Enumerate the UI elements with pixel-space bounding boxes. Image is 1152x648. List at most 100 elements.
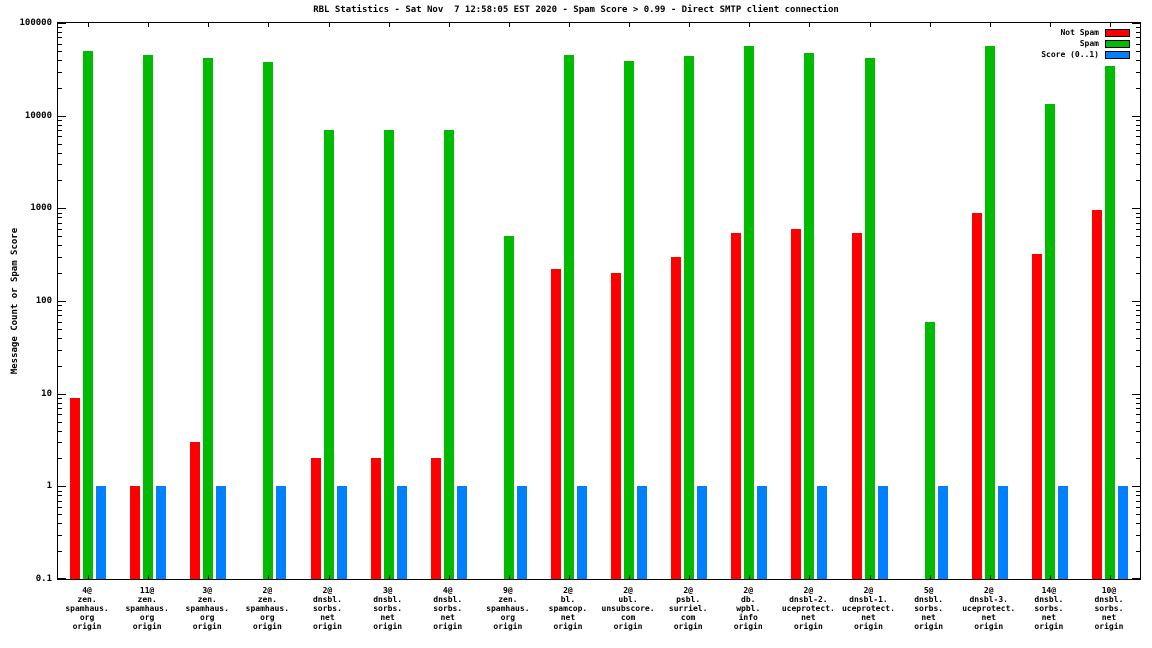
y-axis-tick-label: 10 bbox=[41, 388, 52, 399]
y-axis-tick-label: 0.1 bbox=[35, 574, 52, 584]
y-minor-tick bbox=[58, 397, 62, 399]
bar-spam bbox=[624, 60, 635, 579]
x-axis-category-label: 2@ bl. spamcop. net origin bbox=[538, 586, 598, 631]
x-axis-label-line: 2@ bbox=[563, 586, 573, 595]
y-minor-tick bbox=[58, 490, 62, 492]
x-tick bbox=[809, 575, 811, 579]
x-axis-label-line: origin bbox=[673, 622, 703, 631]
x-tick bbox=[929, 23, 931, 27]
y-minor-tick bbox=[1136, 365, 1140, 367]
x-axis-label-line: uceprotect. bbox=[781, 604, 835, 613]
y-minor-tick bbox=[58, 421, 62, 423]
x-axis-label-line: origin bbox=[553, 622, 583, 631]
x-tick bbox=[88, 23, 90, 27]
x-tick bbox=[508, 575, 510, 579]
bar-not-spam bbox=[851, 233, 862, 579]
y-minor-tick bbox=[1136, 458, 1140, 460]
x-axis-label-line: spamcop. bbox=[548, 604, 588, 613]
x-axis-label-line: 9@ bbox=[503, 586, 513, 595]
bar-score-0-1 bbox=[697, 486, 708, 579]
x-tick bbox=[1109, 575, 1111, 579]
y-minor-tick bbox=[1136, 408, 1140, 409]
x-axis-label-line: unsubscore. bbox=[601, 604, 655, 613]
y-minor-tick bbox=[1136, 534, 1140, 536]
x-axis-label-line: uceprotect. bbox=[841, 604, 895, 613]
x-axis-label-line: org bbox=[500, 613, 516, 622]
y-minor-tick bbox=[1136, 71, 1140, 73]
y-minor-tick bbox=[58, 130, 62, 131]
y-minor-tick bbox=[58, 164, 62, 166]
y-major-tick bbox=[58, 23, 66, 24]
x-tick bbox=[629, 23, 631, 27]
bar-not-spam bbox=[1031, 254, 1042, 579]
bar-not-spam bbox=[1091, 210, 1102, 579]
y-minor-tick bbox=[1136, 27, 1140, 29]
x-tick bbox=[1109, 23, 1111, 27]
x-axis-label-line: dnsbl. bbox=[1094, 595, 1124, 604]
y-minor-tick bbox=[1136, 397, 1140, 399]
y-minor-tick bbox=[1136, 32, 1140, 33]
x-tick bbox=[328, 23, 330, 27]
y-minor-tick bbox=[1136, 164, 1140, 166]
x-axis-label-line: sorbs. bbox=[373, 604, 403, 613]
y-minor-tick bbox=[1136, 315, 1140, 317]
x-axis-label-line: dnsbl. bbox=[373, 595, 403, 604]
y-major-tick bbox=[1132, 23, 1140, 24]
x-axis-category-label: 14@ dnsbl. sorbs. net origin bbox=[1019, 586, 1079, 631]
y-minor-tick bbox=[1136, 124, 1140, 126]
x-axis-label-line: org bbox=[260, 613, 275, 622]
x-axis-category-label: 2@ dnsbl. sorbs. net origin bbox=[297, 586, 357, 631]
x-axis-label-line: uceprotect. bbox=[962, 604, 1016, 613]
x-tick bbox=[448, 23, 450, 27]
x-axis-label-line: origin bbox=[373, 622, 403, 631]
x-axis-label-line: 2@ bbox=[322, 586, 333, 595]
x-tick bbox=[328, 575, 330, 579]
x-axis-label-line: 5@ bbox=[923, 586, 934, 595]
legend-swatch bbox=[1105, 50, 1130, 59]
bar-spam bbox=[744, 45, 755, 579]
bar-spam bbox=[383, 130, 394, 579]
x-axis-label-line: origin bbox=[974, 622, 1004, 631]
y-minor-tick bbox=[58, 87, 62, 89]
x-tick bbox=[148, 575, 150, 579]
y-minor-tick bbox=[58, 222, 62, 224]
y-minor-tick bbox=[1136, 523, 1140, 525]
x-tick bbox=[989, 23, 991, 27]
y-minor-tick bbox=[1136, 180, 1140, 182]
y-minor-tick bbox=[1136, 222, 1140, 224]
y-minor-tick bbox=[1136, 495, 1140, 497]
y-minor-tick bbox=[1136, 349, 1140, 351]
x-axis-label-line: dnsbl. bbox=[433, 595, 463, 604]
y-minor-tick bbox=[58, 506, 62, 508]
x-axis-label-line: origin bbox=[853, 622, 883, 631]
legend-item: Score (0..1) bbox=[1041, 49, 1130, 60]
x-tick bbox=[989, 575, 991, 579]
bar-score-0-1 bbox=[336, 486, 347, 579]
y-minor-tick bbox=[58, 500, 62, 502]
y-minor-tick bbox=[1136, 273, 1140, 275]
bar-not-spam bbox=[130, 486, 141, 579]
y-axis-tick-label: 100000 bbox=[19, 18, 52, 28]
x-axis-label-line: spamhaus. bbox=[65, 604, 109, 613]
bar-not-spam bbox=[731, 233, 742, 579]
x-axis-label-line: org bbox=[79, 613, 95, 622]
chart-title: RBL Statistics - Sat Nov 7 12:58:05 EST … bbox=[313, 5, 839, 15]
y-minor-tick bbox=[1136, 245, 1140, 247]
y-minor-tick bbox=[58, 273, 62, 275]
y-major-tick bbox=[1132, 393, 1140, 395]
x-tick bbox=[749, 575, 751, 579]
bar-spam bbox=[924, 321, 935, 579]
x-axis-label-line: 4@ bbox=[442, 586, 453, 595]
bar-spam bbox=[1104, 66, 1115, 579]
x-axis-label-line: org bbox=[139, 613, 155, 622]
y-major-tick bbox=[58, 208, 66, 210]
x-axis-category-label: 2@ psbl. surriel. com origin bbox=[658, 586, 718, 631]
y-axis-tick-label: 1 bbox=[46, 481, 52, 492]
bar-score-0-1 bbox=[276, 486, 287, 579]
y-minor-tick bbox=[58, 534, 62, 536]
y-minor-tick bbox=[1136, 50, 1140, 52]
x-axis-label-line: origin bbox=[914, 622, 944, 631]
bar-score-0-1 bbox=[997, 486, 1008, 579]
x-axis-label-line: origin bbox=[613, 622, 643, 631]
y-minor-tick bbox=[1136, 37, 1140, 39]
